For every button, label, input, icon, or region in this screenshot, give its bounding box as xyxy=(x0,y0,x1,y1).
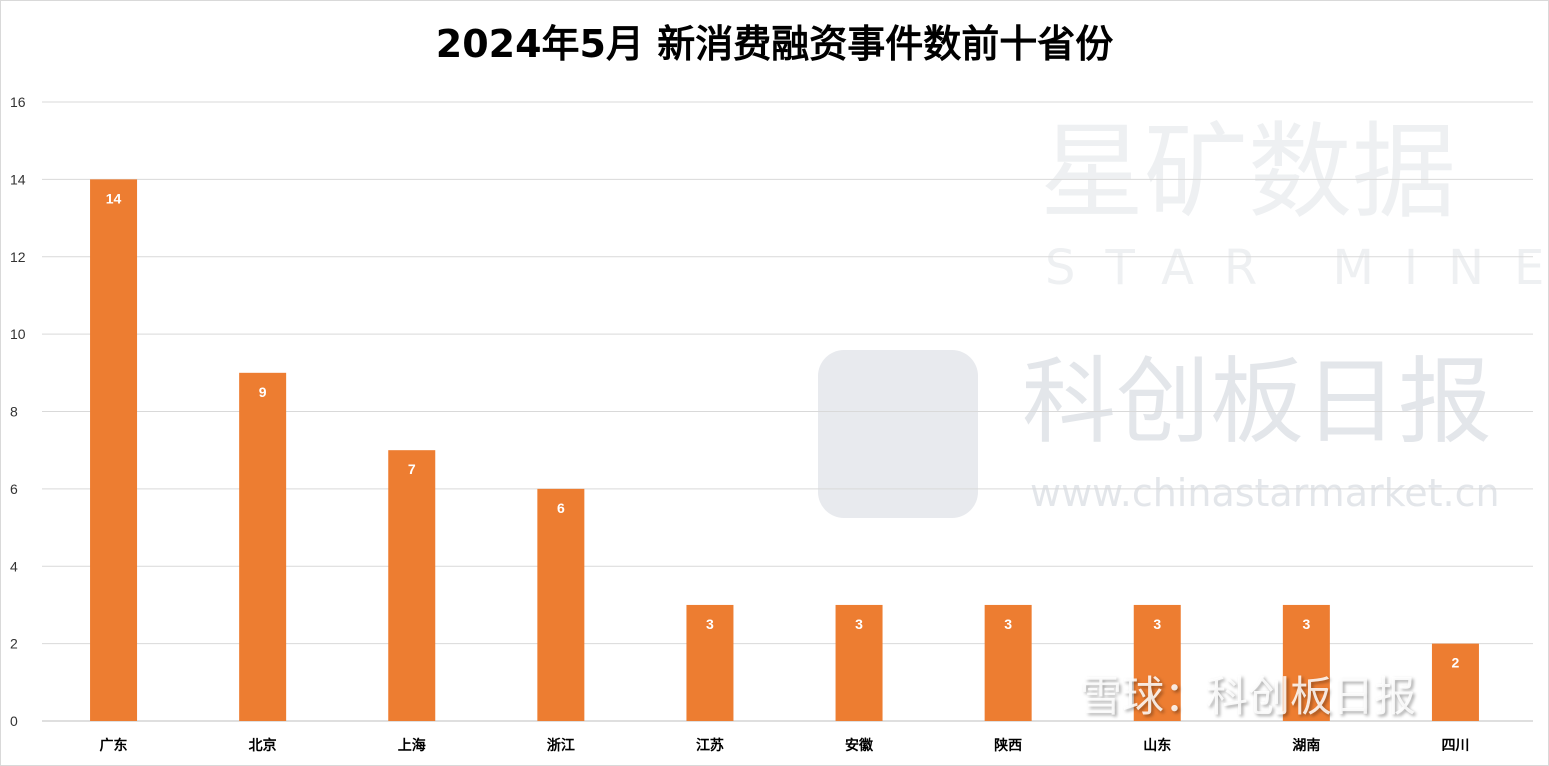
watermark-brand-en: STAR MINE xyxy=(1045,240,1549,296)
bar xyxy=(388,450,436,721)
x-tick-label: 陕西 xyxy=(994,737,1022,754)
bar xyxy=(239,372,287,721)
bar xyxy=(1133,604,1181,721)
x-tick-label: 湖南 xyxy=(1292,737,1320,754)
y-tick-label: 4 xyxy=(10,558,18,574)
watermark-xueqiu: 雪球：科创板日报 xyxy=(1080,672,1417,721)
data-label: 3 xyxy=(855,616,863,632)
data-label: 6 xyxy=(557,500,565,516)
chart-title: 2024年5月 新消费融资事件数前十省份 xyxy=(435,22,1114,66)
x-tick-label: 浙江 xyxy=(547,737,575,754)
x-tick-label: 北京 xyxy=(249,737,277,754)
x-tick-label: 广东 xyxy=(100,737,128,754)
y-tick-label: 0 xyxy=(10,713,18,729)
watermark-logo xyxy=(818,350,978,518)
data-label: 9 xyxy=(259,384,267,400)
bar xyxy=(686,604,734,721)
x-tick-label: 四川 xyxy=(1441,738,1469,754)
bar xyxy=(90,179,138,721)
y-tick-label: 16 xyxy=(10,94,26,110)
x-tick-label: 山东 xyxy=(1143,737,1171,754)
y-tick-label: 14 xyxy=(10,171,26,187)
x-tick-label: 上海 xyxy=(398,737,426,754)
data-label: 3 xyxy=(1302,616,1310,632)
bar xyxy=(835,604,883,721)
bar xyxy=(1431,643,1479,721)
data-label: 3 xyxy=(1153,616,1161,632)
data-label: 3 xyxy=(1004,616,1012,632)
data-label: 2 xyxy=(1452,655,1460,671)
x-tick-label: 安徽 xyxy=(845,737,874,754)
bar xyxy=(1282,604,1330,721)
watermark-publisher: 科创板日报 xyxy=(1022,348,1493,457)
y-tick-label: 12 xyxy=(10,249,26,265)
y-tick-label: 8 xyxy=(10,404,18,420)
y-tick-label: 10 xyxy=(10,326,26,342)
watermark-url: www.chinastarmarket.cn xyxy=(1030,471,1500,515)
data-label: 14 xyxy=(106,190,122,206)
data-label: 7 xyxy=(408,461,416,477)
bar xyxy=(537,488,585,721)
bar xyxy=(984,604,1032,721)
data-label: 3 xyxy=(706,616,714,632)
watermark-brand-cn: 星矿数据 xyxy=(1040,111,1457,233)
y-tick-label: 2 xyxy=(10,636,18,652)
x-tick-label: 江苏 xyxy=(696,737,724,754)
y-tick-label: 6 xyxy=(10,481,18,497)
